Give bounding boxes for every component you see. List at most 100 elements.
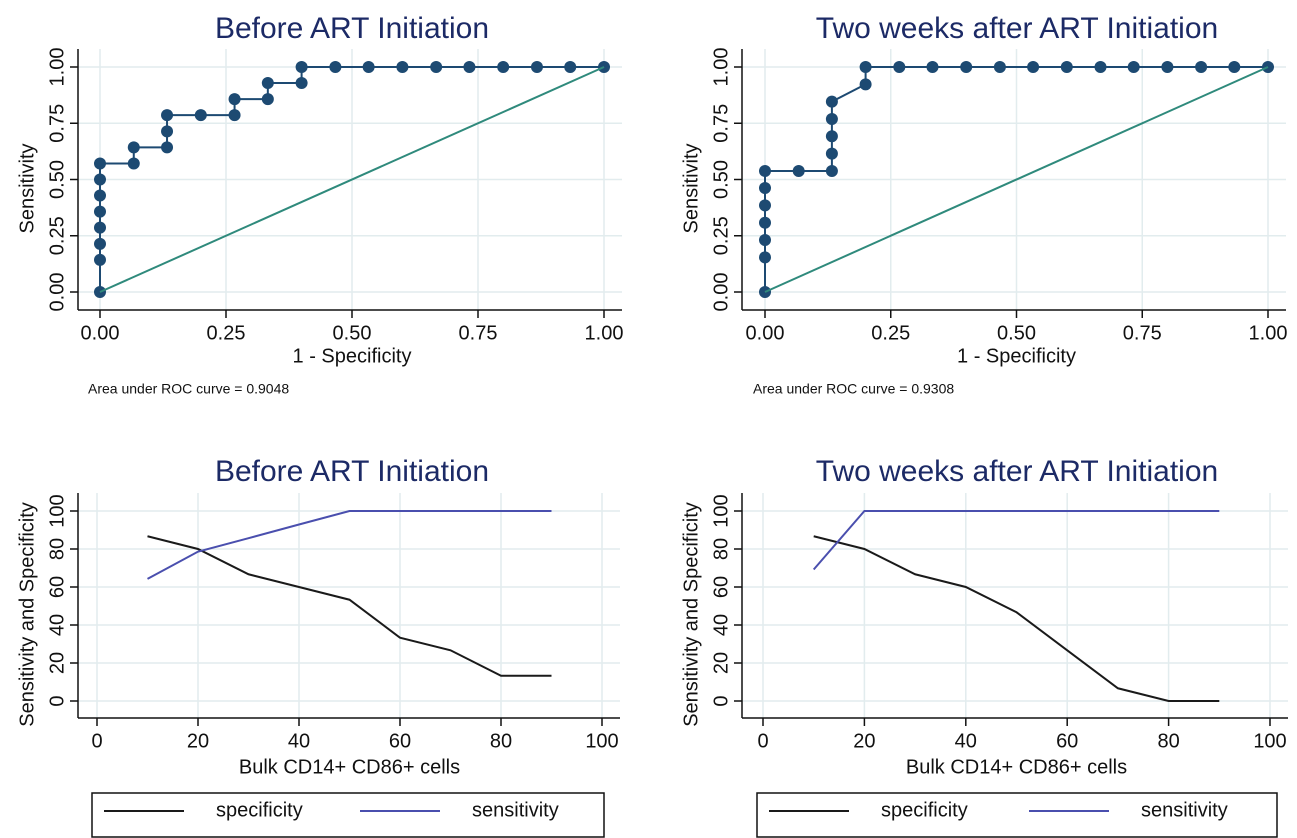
y-axis-title: Sensitivity xyxy=(680,143,702,233)
y-axis-title: Sensitivity xyxy=(16,143,38,233)
point xyxy=(94,173,106,186)
point xyxy=(362,61,375,73)
point xyxy=(893,61,906,73)
y-tick-label: 0.50 xyxy=(710,160,732,199)
point xyxy=(1060,61,1073,73)
series-line xyxy=(99,66,605,293)
panel: Before ART Initiation 0 20 40 60 80 100 0 20 40 60… xyxy=(16,455,620,838)
y-tick-label: 0.25 xyxy=(710,216,732,255)
point xyxy=(1027,61,1040,73)
point xyxy=(295,61,308,73)
legend-box xyxy=(756,792,1278,838)
x-tick-label: 1.00 xyxy=(585,322,624,344)
x-tick-label: 1.00 xyxy=(1249,322,1288,344)
chart-title: Before ART Initiation xyxy=(215,12,489,45)
x-tick-label: 0.50 xyxy=(333,322,372,344)
point xyxy=(261,76,274,89)
y-tick-label: 20 xyxy=(46,652,68,674)
point xyxy=(94,253,106,266)
legend-label: specificity xyxy=(216,799,303,821)
point xyxy=(228,93,241,106)
legend-label: sensitivity xyxy=(472,799,559,821)
x-tick-label: 0 xyxy=(91,730,102,752)
point xyxy=(792,164,805,177)
y-tick-label: 1.00 xyxy=(710,48,732,87)
point xyxy=(295,76,308,89)
point xyxy=(960,61,973,73)
point xyxy=(161,125,174,138)
point xyxy=(825,130,838,143)
y-tick-label: 80 xyxy=(710,538,732,560)
x-tick-label: 0.25 xyxy=(871,322,910,344)
point xyxy=(759,182,771,195)
point xyxy=(759,164,771,177)
x-tick-label: 0.50 xyxy=(997,322,1036,344)
y-tick-label: 1.00 xyxy=(46,48,68,87)
chart-title: Before ART Initiation xyxy=(215,455,489,488)
x-tick-label: 40 xyxy=(288,730,310,752)
y-axis-title: Sensitivity and Specificity xyxy=(680,502,702,727)
point xyxy=(759,234,771,247)
x-tick-label: 0.75 xyxy=(1123,322,1162,344)
series-line xyxy=(813,535,1220,702)
point xyxy=(194,109,207,122)
y-tick-label: 80 xyxy=(46,538,68,560)
series-line xyxy=(147,510,552,580)
x-axis-title: Bulk CD14+ CD86+ cells xyxy=(239,756,460,778)
annotation: Area under ROC curve = 0.9048 xyxy=(88,381,289,397)
y-axis-title: Sensitivity and Specificity xyxy=(16,502,38,727)
point xyxy=(825,112,838,125)
y-tick-label: 0.75 xyxy=(710,104,732,143)
y-tick-label: 60 xyxy=(710,576,732,598)
legend-box xyxy=(91,792,605,838)
x-axis-title: Bulk CD14+ CD86+ cells xyxy=(906,756,1127,778)
x-tick-label: 60 xyxy=(389,730,411,752)
point xyxy=(1127,61,1140,73)
y-tick-label: 100 xyxy=(710,494,732,527)
y-tick-label: 40 xyxy=(710,614,732,636)
point xyxy=(261,93,274,106)
point xyxy=(161,109,174,122)
point xyxy=(161,141,174,154)
x-tick-label: 100 xyxy=(1253,730,1286,752)
x-tick-label: 0 xyxy=(757,730,768,752)
point xyxy=(1094,61,1107,73)
panel: Two weeks after ART Initiation 0.00 0.25 0.… xyxy=(680,12,1287,397)
y-tick-label: 0.00 xyxy=(46,273,68,312)
point xyxy=(430,61,443,73)
x-tick-label: 80 xyxy=(490,730,512,752)
x-tick-label: 100 xyxy=(585,730,618,752)
x-tick-label: 0.00 xyxy=(746,322,785,344)
y-tick-label: 0.25 xyxy=(46,216,68,255)
point xyxy=(127,157,140,170)
x-tick-label: 20 xyxy=(187,730,209,752)
x-tick-label: 80 xyxy=(1157,730,1179,752)
point xyxy=(825,95,838,108)
point xyxy=(759,251,771,264)
y-tick-label: 0 xyxy=(710,695,732,706)
legend-label: sensitivity xyxy=(1141,799,1228,821)
y-tick-label: 0.75 xyxy=(46,104,68,143)
point xyxy=(1228,61,1241,73)
y-tick-label: 0.50 xyxy=(46,160,68,199)
point xyxy=(497,61,510,73)
point xyxy=(94,157,106,170)
y-tick-label: 0.00 xyxy=(710,273,732,312)
point xyxy=(396,61,409,73)
x-axis-title: 1 - Specificity xyxy=(957,345,1076,367)
point xyxy=(94,205,106,218)
point xyxy=(94,221,106,234)
y-tick-label: 40 xyxy=(46,614,68,636)
x-tick-label: 40 xyxy=(955,730,977,752)
panel: Before ART Initiation 0.00 0.25 0.50 0.75 1.0… xyxy=(16,12,623,397)
y-tick-label: 100 xyxy=(46,494,68,527)
point xyxy=(759,199,771,212)
x-tick-label: 20 xyxy=(853,730,875,752)
y-tick-label: 20 xyxy=(710,652,732,674)
point xyxy=(859,61,872,73)
point xyxy=(926,61,939,73)
x-tick-label: 0.25 xyxy=(207,322,246,344)
point xyxy=(530,61,543,73)
point xyxy=(993,61,1006,73)
x-tick-label: 60 xyxy=(1056,730,1078,752)
